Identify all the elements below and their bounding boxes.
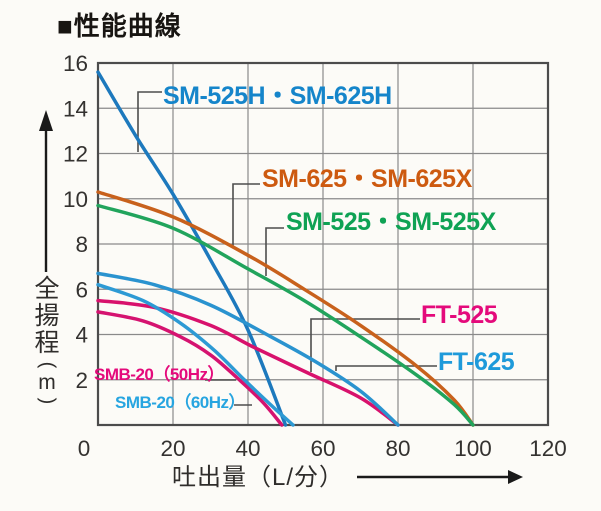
curve-ft-625 [96, 271, 400, 427]
y-tick-label: 2 [75, 368, 88, 393]
y-axis-label-char: 揚 [34, 302, 60, 330]
series-label-smb-20-60hz: SMB-20（60Hz） [115, 393, 246, 412]
x-tick-label: 100 [454, 436, 492, 461]
curve-smb-20-50hz [96, 310, 284, 427]
y-tick-label: 4 [75, 323, 88, 348]
y-tick-label: 6 [75, 277, 88, 302]
y-axis-unit-paren-open: ( [35, 361, 58, 369]
series-label-sm-525h-sm-625h: SM-525H・SM-625H [163, 82, 392, 110]
series-label-ft-625: FT-625 [438, 348, 515, 376]
plot-border [96, 61, 550, 427]
x-tick-label: 80 [385, 436, 410, 461]
y-tick-label: 16 [63, 51, 88, 76]
y-axis-unit-paren-close: ) [35, 397, 58, 405]
y-tick-label: 14 [63, 96, 88, 121]
x-tick-label: 40 [235, 436, 260, 461]
x-tick-label: 0 [78, 436, 91, 461]
series-label-smb-20-50hz: SMB-20（50Hz） [94, 365, 225, 384]
series-label-sm-525-sm-525x: SM-525・SM-525X [286, 208, 496, 236]
x-tick-label: 120 [529, 436, 567, 461]
leader-line-sm-525-sm-525x [265, 227, 284, 276]
x-tick-label: 60 [310, 436, 335, 461]
right-arrow-icon [508, 470, 523, 484]
y-tick-label: 12 [63, 142, 88, 167]
curve-sm-525h-sm-625h [96, 70, 288, 427]
page-title: ■性能曲線 [57, 11, 182, 41]
curve-smb-20-60hz [96, 282, 295, 427]
y-axis-label: 全 揚 程 ( m ) [26, 276, 68, 409]
leader-line-ft-525 [310, 318, 420, 372]
up-arrow-icon [39, 110, 53, 131]
leader-line-sm-625-sm-625x [232, 183, 260, 247]
y-tick-label: 8 [75, 232, 88, 257]
leader-line-sm-525h-sm-625h [137, 91, 162, 152]
y-axis-label-char: 全 [34, 275, 60, 303]
y-axis-label-char: 程 [34, 329, 60, 357]
x-axis-label: 吐出量（L/分） [172, 464, 345, 491]
curve-sm-525-sm-525x [96, 203, 475, 427]
x-tick-label: 20 [160, 436, 185, 461]
series-label-ft-525: FT-525 [421, 301, 498, 329]
curve-sm-625-sm-625x [96, 190, 475, 427]
series-label-sm-625-sm-625x: SM-625・SM-625X [262, 165, 472, 193]
y-axis-unit: m [38, 371, 56, 394]
y-tick-label: 10 [63, 187, 88, 212]
